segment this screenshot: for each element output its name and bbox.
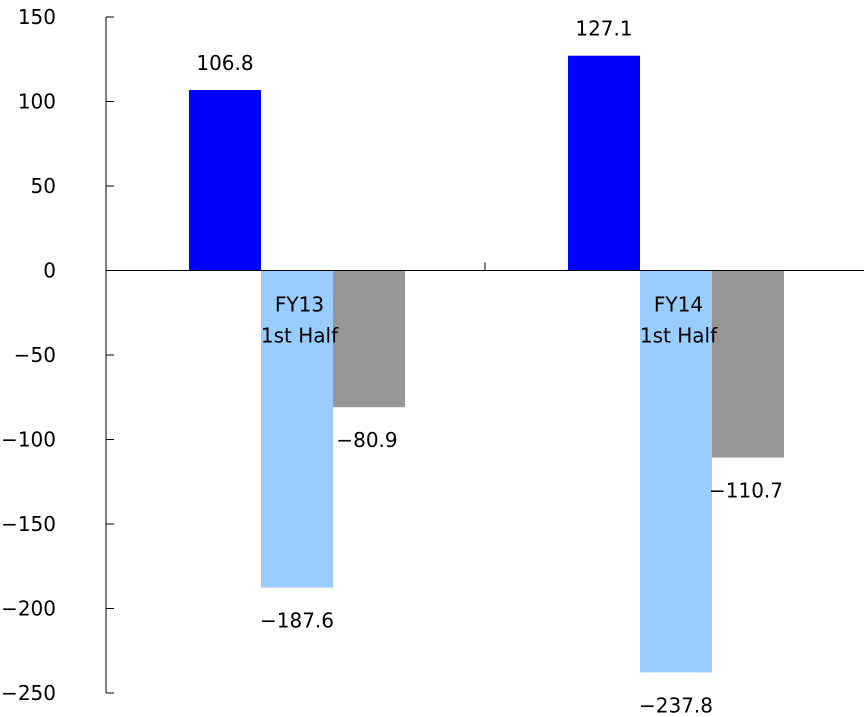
data-label: −187.6 [260, 609, 334, 633]
data-label: 127.1 [575, 17, 632, 41]
data-label: 106.8 [196, 51, 253, 75]
data-label: −80.9 [336, 428, 397, 452]
data-labels: 106.8 −187.6 −80.9 127.1 −237.8 −110.7 [196, 17, 783, 717]
bars [189, 55, 784, 673]
category-label: FY14 1st Half [640, 293, 718, 348]
y-tick-label: −150 [1, 512, 56, 536]
bar [640, 270, 712, 673]
y-tick-label: −200 [1, 597, 56, 621]
y-tick-label: −50 [14, 343, 56, 367]
category-label-line: 1st Half [261, 324, 339, 348]
y-tick-label: 50 [31, 174, 56, 198]
data-label: −110.7 [709, 479, 783, 503]
data-label: −237.8 [639, 693, 713, 717]
bar [568, 55, 640, 271]
bar [189, 90, 261, 271]
x-axis [106, 262, 864, 271]
y-tick-label: −100 [1, 428, 56, 452]
category-label-line: FY14 [654, 293, 703, 317]
category-label-line: FY13 [275, 293, 324, 317]
y-tick-label: 100 [18, 90, 56, 114]
category-label-line: 1st Half [640, 324, 718, 348]
bar [712, 270, 784, 458]
y-tick-label: 0 [43, 259, 56, 283]
y-tick-label: 150 [18, 5, 56, 29]
category-labels: FY13 1st Half FY14 1st Half [261, 293, 718, 348]
category-label: FY13 1st Half [261, 293, 339, 348]
bar [261, 270, 333, 588]
bar [333, 270, 405, 408]
y-axis: 150 100 50 0 −50 −100 −150 −200 −250 [1, 5, 114, 705]
y-tick-label: −250 [1, 681, 56, 705]
